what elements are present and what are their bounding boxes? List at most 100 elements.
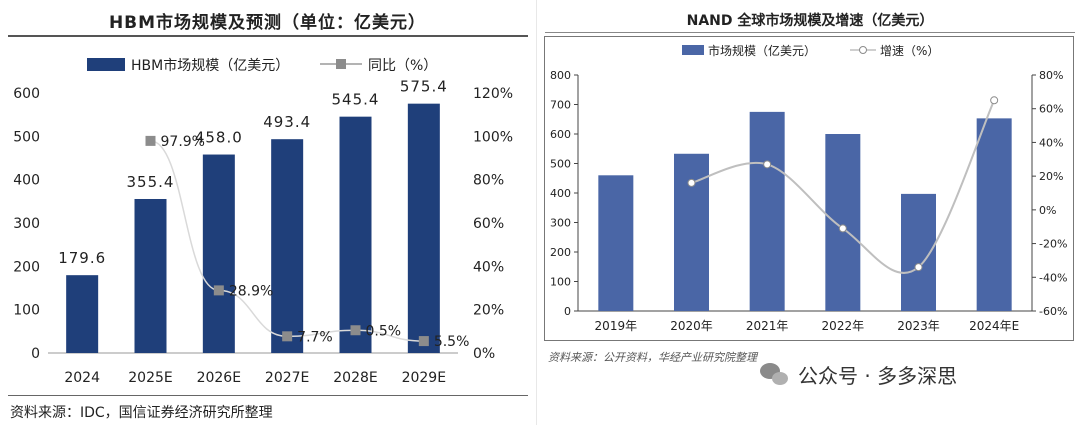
y-right-tick-label: 80% xyxy=(473,173,504,189)
growth-marker xyxy=(350,325,361,336)
hbm-chart-source: 资料来源：IDC，国信证券经济研究所整理 xyxy=(10,405,273,421)
wechat-icon xyxy=(760,362,790,387)
x-tick-label: 2026E xyxy=(197,370,241,386)
y-left-tick-label: 600 xyxy=(13,86,40,102)
bar-value-label: 179.6 xyxy=(58,249,106,267)
y-right-tick-label: 20% xyxy=(473,303,504,319)
growth-marker xyxy=(145,135,156,146)
hbm-chart-svg: HBM市场规模（亿美元） 同比（%） 0 100 200 300 400 500 600 0% 20… xyxy=(13,57,513,386)
panel-divider xyxy=(536,0,537,425)
bar xyxy=(407,103,440,353)
x-tick-label: 2027E xyxy=(265,370,309,386)
y-left-tick-label: 800 xyxy=(550,69,571,82)
growth-marker xyxy=(763,160,772,169)
y-right-tick-label: 60% xyxy=(1039,103,1063,116)
x-tick-label: 2029E xyxy=(402,370,446,386)
growth-marker xyxy=(418,336,429,347)
growth-value-label: 28.9% xyxy=(229,283,273,299)
bar xyxy=(202,154,235,353)
bar xyxy=(749,111,785,311)
y-left-tick-label: 100 xyxy=(13,303,40,319)
nand-chart-svg: 市场规模（亿美元） 增速（%） 0 100 200 300 400 500 600 700 800 -… xyxy=(550,43,1067,333)
y-right-tick-label: 80% xyxy=(1039,69,1063,82)
growth-marker xyxy=(914,263,923,272)
x-tick-label: 2024年E xyxy=(969,319,1019,333)
growth-value-label: 0.5% xyxy=(366,323,402,339)
nand-chart-title: NAND 全球市场规模及增速（亿美元） xyxy=(686,13,934,29)
y-right-tick-label: 40% xyxy=(1039,136,1063,149)
title-divider xyxy=(545,32,1075,33)
bar-value-label: 575.4 xyxy=(400,78,448,96)
y-right-tick-label: -40% xyxy=(1039,271,1067,284)
growth-marker xyxy=(213,285,224,296)
y-right-tick-label: 100% xyxy=(473,129,513,145)
y-right-tick-label: -20% xyxy=(1039,238,1067,251)
hbm-chart-panel: HBM市场规模及预测（单位：亿美元） HBM市场规模（亿美元） 同比（%） 0 100… xyxy=(0,0,535,425)
bar xyxy=(271,139,304,353)
bar xyxy=(339,116,372,353)
y-right-tick-label: 60% xyxy=(473,216,504,232)
x-tick-label: 2019年 xyxy=(595,319,638,333)
hbm-chart-title: HBM市场规模及预测（单位：亿美元） xyxy=(108,13,427,33)
growth-marker xyxy=(990,96,999,105)
legend-marker-line xyxy=(336,59,346,69)
x-tick-label: 2024 xyxy=(64,370,100,386)
bar xyxy=(598,175,634,311)
y-right-tick-label: 0% xyxy=(1039,204,1056,217)
y-right-tick-label: 0% xyxy=(473,346,495,362)
x-tick-label: 2023年 xyxy=(897,319,940,333)
y-left-tick-label: 300 xyxy=(13,216,40,232)
growth-value-label: 5.5% xyxy=(434,334,470,350)
growth-line xyxy=(691,99,996,274)
legend-swatch-bar xyxy=(87,58,125,71)
legend-marker-line xyxy=(859,46,867,54)
bar-value-label: 545.4 xyxy=(332,91,380,109)
legend-label-bar: HBM市场规模（亿美元） xyxy=(131,57,289,74)
y-left-tick-label: 700 xyxy=(550,99,571,112)
nand-chart-source: 资料来源：公开资料，华经产业研究院整理 xyxy=(548,351,757,364)
legend-swatch-bar xyxy=(682,45,704,55)
growth-marker xyxy=(838,224,847,233)
y-left-tick-label: 200 xyxy=(13,259,40,275)
watermark: 公众号 · 多多深思 xyxy=(760,360,957,389)
growth-marker xyxy=(282,331,293,342)
bar xyxy=(825,134,861,311)
y-left-tick-label: 500 xyxy=(13,129,40,145)
y-left-tick-label: 200 xyxy=(550,246,571,259)
legend-label-bar: 市场规模（亿美元） xyxy=(708,43,816,58)
bar xyxy=(134,198,167,353)
y-left-tick-label: 300 xyxy=(550,217,571,230)
y-left-tick-label: 600 xyxy=(550,128,571,141)
y-right-tick-label: 120% xyxy=(473,86,513,102)
growth-marker xyxy=(687,178,696,187)
y-left-tick-label: 0 xyxy=(564,305,571,318)
y-left-tick-label: 400 xyxy=(550,187,571,200)
growth-value-label: 7.7% xyxy=(297,329,333,345)
nand-chart-panel: NAND 全球市场规模及增速（亿美元） 市场规模（亿美元） 增速（%） 0 100 20… xyxy=(540,0,1080,425)
watermark-text: 公众号 · 多多深思 xyxy=(798,364,958,388)
bar xyxy=(976,118,1012,312)
y-left-tick-label: 0 xyxy=(31,346,40,362)
growth-line xyxy=(150,140,424,342)
y-right-tick-label: 40% xyxy=(473,259,504,275)
legend-label-line: 增速（%） xyxy=(880,44,939,58)
legend-label-line: 同比（%） xyxy=(368,58,437,74)
x-tick-label: 2022年 xyxy=(822,319,865,333)
nand-chart-frame xyxy=(544,36,1074,341)
y-left-tick-label: 100 xyxy=(550,276,571,289)
x-tick-label: 2020年 xyxy=(670,319,713,333)
x-tick-label: 2025E xyxy=(128,370,172,386)
title-divider xyxy=(8,35,528,37)
bar-value-label: 458.0 xyxy=(195,129,243,147)
y-right-tick-label: -60% xyxy=(1039,305,1067,318)
x-tick-label: 2028E xyxy=(333,370,377,386)
y-left-tick-label: 500 xyxy=(550,158,571,171)
bar-value-label: 493.4 xyxy=(263,113,311,131)
source-divider xyxy=(8,395,528,396)
growth-value-label: 97.9% xyxy=(161,134,205,150)
y-left-tick-label: 400 xyxy=(13,173,40,189)
bar xyxy=(66,275,99,353)
y-right-tick-label: 20% xyxy=(1039,170,1063,183)
bar-value-label: 355.4 xyxy=(127,173,175,191)
x-tick-label: 2021年 xyxy=(746,319,789,333)
